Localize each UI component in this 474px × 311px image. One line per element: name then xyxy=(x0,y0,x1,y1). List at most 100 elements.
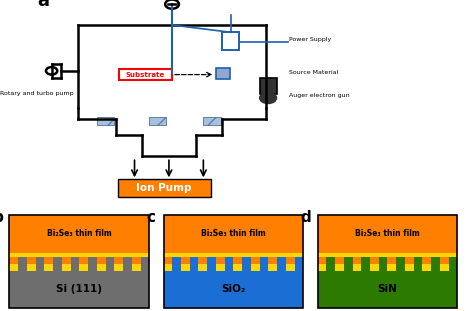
Circle shape xyxy=(260,92,276,104)
Bar xyxy=(62,257,71,264)
Bar xyxy=(440,257,449,264)
Bar xyxy=(318,264,326,271)
Bar xyxy=(190,264,199,271)
Bar xyxy=(335,257,344,264)
Bar xyxy=(379,264,387,271)
Bar xyxy=(414,264,422,271)
Bar xyxy=(114,257,123,264)
Bar xyxy=(353,264,361,271)
Bar xyxy=(45,257,53,264)
Bar xyxy=(53,264,62,271)
Bar xyxy=(286,257,295,264)
Bar xyxy=(164,215,303,253)
Bar xyxy=(164,253,303,257)
Bar xyxy=(277,264,286,271)
Bar xyxy=(344,264,353,271)
Bar xyxy=(379,257,387,264)
Bar xyxy=(405,264,414,271)
Text: Source Material: Source Material xyxy=(289,70,338,76)
Bar xyxy=(172,264,181,271)
Bar xyxy=(207,257,216,264)
Bar xyxy=(387,264,396,271)
Bar xyxy=(216,68,230,79)
Text: Bi₂Se₃ thin film: Bi₂Se₃ thin film xyxy=(47,229,112,238)
Bar xyxy=(422,264,431,271)
Text: Bi₂Se₃ thin film: Bi₂Se₃ thin film xyxy=(201,229,266,238)
Bar xyxy=(97,257,106,264)
Bar xyxy=(449,264,457,271)
Bar xyxy=(318,271,457,308)
Bar xyxy=(88,264,97,271)
Bar xyxy=(80,264,88,271)
Bar xyxy=(225,264,233,271)
Bar xyxy=(123,264,132,271)
Bar xyxy=(106,264,114,271)
Text: Auger electron gun: Auger electron gun xyxy=(289,93,350,98)
Bar xyxy=(277,257,286,264)
Text: SiO₂: SiO₂ xyxy=(221,284,246,294)
Bar xyxy=(119,69,172,80)
Bar xyxy=(132,257,141,264)
Text: Substrate: Substrate xyxy=(126,72,165,78)
Bar xyxy=(222,32,239,50)
Bar xyxy=(216,257,225,264)
Bar xyxy=(141,264,149,271)
Bar xyxy=(207,264,216,271)
Bar xyxy=(295,257,303,264)
Bar xyxy=(286,264,295,271)
Text: b: b xyxy=(0,210,4,225)
Bar xyxy=(370,264,379,271)
Bar xyxy=(9,264,18,271)
Bar xyxy=(181,264,190,271)
Bar xyxy=(9,215,149,253)
Bar xyxy=(449,257,457,264)
Bar xyxy=(149,117,166,125)
Text: a: a xyxy=(37,0,50,10)
Bar xyxy=(326,257,335,264)
Bar xyxy=(251,257,260,264)
Text: Si (111): Si (111) xyxy=(56,284,102,294)
Bar xyxy=(9,257,18,264)
Bar xyxy=(45,264,53,271)
Bar xyxy=(27,257,36,264)
Bar xyxy=(71,257,79,264)
Bar xyxy=(36,264,45,271)
FancyBboxPatch shape xyxy=(118,179,211,197)
Bar xyxy=(80,257,88,264)
Bar xyxy=(97,264,106,271)
Bar xyxy=(181,257,190,264)
Bar xyxy=(260,264,268,271)
Text: SiN: SiN xyxy=(378,284,397,294)
Bar xyxy=(251,264,260,271)
Bar xyxy=(353,257,361,264)
Bar xyxy=(318,215,457,253)
Bar xyxy=(106,257,114,264)
Bar xyxy=(190,257,199,264)
Bar xyxy=(242,264,251,271)
Bar xyxy=(326,264,335,271)
Bar xyxy=(225,257,233,264)
Text: Ion Pump: Ion Pump xyxy=(137,183,192,193)
Bar xyxy=(396,257,405,264)
Bar xyxy=(361,264,370,271)
Bar xyxy=(233,264,242,271)
Bar xyxy=(164,264,172,271)
Bar xyxy=(260,78,277,94)
Text: c: c xyxy=(147,210,156,225)
Text: Power Supply: Power Supply xyxy=(289,37,332,42)
Bar xyxy=(53,257,62,264)
Bar xyxy=(361,257,370,264)
Bar xyxy=(36,257,45,264)
Bar xyxy=(88,257,97,264)
Bar xyxy=(216,264,225,271)
Bar xyxy=(123,257,132,264)
Bar xyxy=(295,264,303,271)
Bar xyxy=(164,257,172,264)
Bar xyxy=(318,257,326,264)
Bar xyxy=(440,264,449,271)
Bar xyxy=(71,264,79,271)
Bar xyxy=(405,257,414,264)
Bar xyxy=(203,117,220,125)
Bar xyxy=(370,257,379,264)
Bar xyxy=(387,257,396,264)
